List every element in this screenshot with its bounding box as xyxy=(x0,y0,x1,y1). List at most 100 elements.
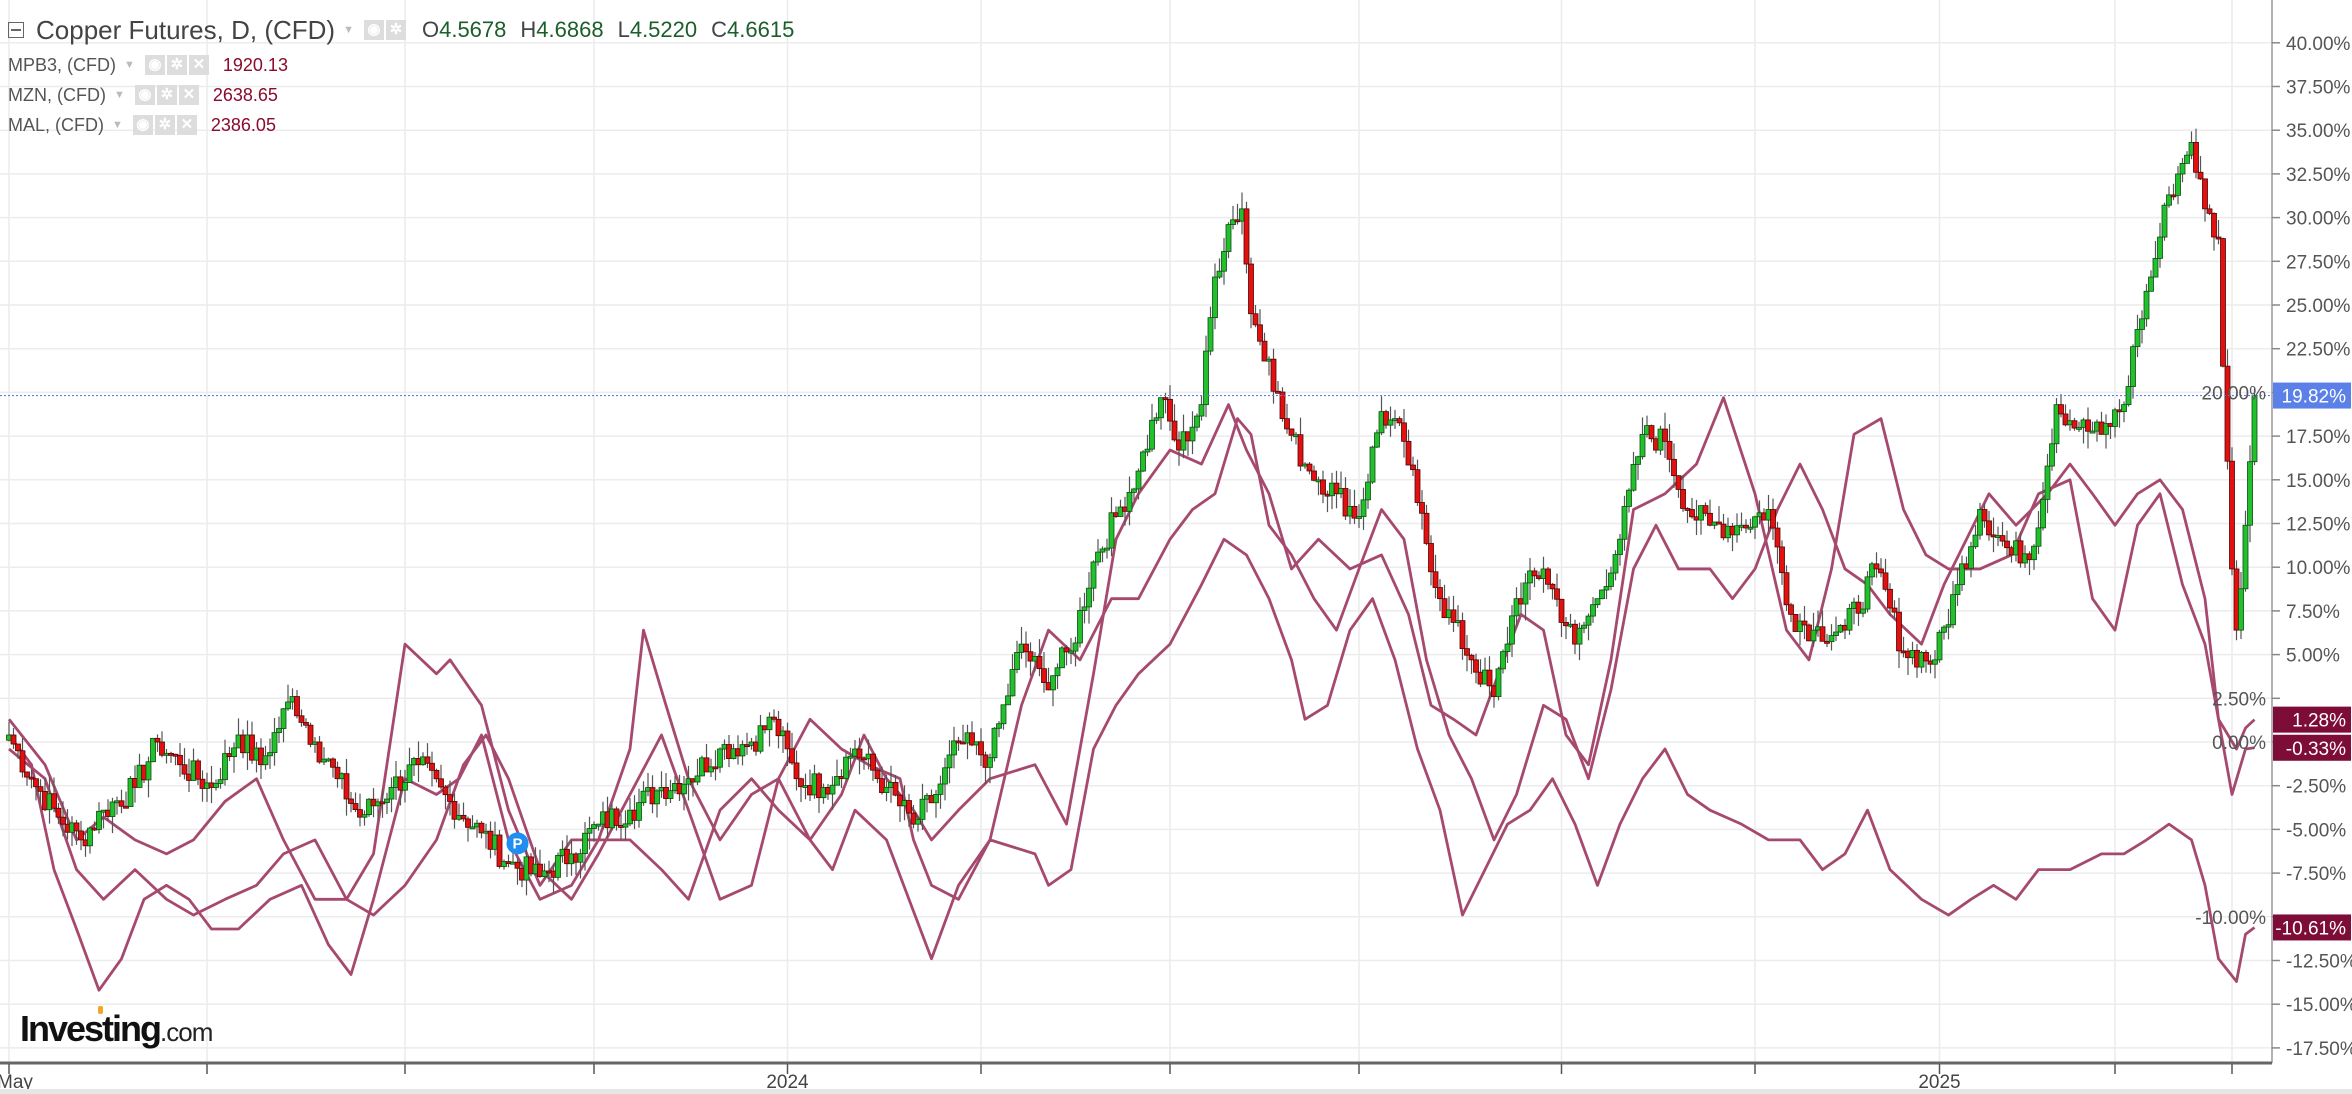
candle-up xyxy=(2040,499,2046,529)
candle-up xyxy=(739,744,746,757)
candle-up xyxy=(708,766,714,773)
candle-down xyxy=(1351,505,1358,519)
event-marker[interactable]: P xyxy=(506,832,529,855)
close-icon[interactable]: ✕ xyxy=(178,85,199,105)
ohlc-close: C4.6615 xyxy=(711,17,794,43)
marker-circle[interactable] xyxy=(506,832,529,855)
collapse-toggle-icon[interactable] xyxy=(8,22,24,38)
candle-down xyxy=(2211,212,2217,238)
candle-down xyxy=(1671,458,1677,477)
close-icon[interactable]: ✕ xyxy=(188,55,209,75)
symbol-title[interactable]: Copper Futures, D, (CFD) xyxy=(36,14,336,45)
candle-down xyxy=(2220,238,2226,367)
gear-icon[interactable]: ✲ xyxy=(385,20,406,40)
low-value: 4.5220 xyxy=(629,17,698,42)
eye-icon[interactable]: ◉ xyxy=(144,55,165,75)
candle-down xyxy=(433,769,440,780)
candle-up xyxy=(2044,465,2051,500)
close-icon[interactable]: ✕ xyxy=(176,115,197,135)
y-tick-label: 22.50% xyxy=(2286,340,2351,361)
candle-down xyxy=(2229,460,2235,570)
candle-down xyxy=(1297,434,1304,467)
candle-down xyxy=(1441,598,1448,619)
ohlc-open: O4.5678 xyxy=(422,17,506,43)
candle-down xyxy=(2202,178,2208,210)
candle-down xyxy=(2206,208,2213,214)
candle-down xyxy=(37,786,44,792)
candle-down xyxy=(154,737,161,743)
candle-down xyxy=(870,753,876,771)
candle-down xyxy=(1248,263,1254,315)
y-tick-label: 7.50% xyxy=(2286,602,2340,623)
candle-down xyxy=(1414,469,1421,503)
time-axis[interactable]: May 2024 2025 xyxy=(0,1064,2233,1093)
candle-up xyxy=(1833,631,1839,636)
candle-up xyxy=(1630,464,1637,491)
eye-icon[interactable]: ◉ xyxy=(363,20,384,40)
candle-up xyxy=(942,767,948,785)
candle-down xyxy=(1383,411,1389,426)
candle-down xyxy=(1468,654,1475,661)
candle-down xyxy=(451,801,458,820)
series-name[interactable]: MAL, (CFD) xyxy=(8,114,104,135)
candle-down xyxy=(2062,413,2069,426)
candle-up xyxy=(636,802,642,821)
candle-down xyxy=(1662,428,1668,442)
price-axis-bg[interactable] xyxy=(2272,0,2352,1063)
candle-down xyxy=(1473,659,1479,673)
candle-down xyxy=(1279,391,1286,420)
candle-down xyxy=(2215,236,2222,240)
candle-down xyxy=(181,764,188,775)
last-value-badge: -0.33% xyxy=(2273,734,2351,761)
candle-down xyxy=(856,748,863,759)
candle-up xyxy=(577,853,584,863)
candle-down xyxy=(352,803,359,810)
candle-up xyxy=(1635,456,1641,465)
candle-up xyxy=(1797,620,1803,632)
candle-down xyxy=(1707,512,1713,526)
candle-down xyxy=(2170,194,2177,198)
candle-down xyxy=(1063,647,1070,653)
candle-up xyxy=(2121,404,2127,412)
last-value-badge: 19.82% xyxy=(2273,382,2351,409)
candle-down xyxy=(1702,505,1709,514)
y-tick-label: 17.50% xyxy=(2286,427,2351,448)
series-name[interactable]: MZN, (CFD) xyxy=(8,84,106,105)
candle-down xyxy=(1549,583,1556,590)
candle-up xyxy=(1522,582,1529,605)
candle-up xyxy=(145,761,152,781)
candle-up xyxy=(406,764,413,783)
candle-up xyxy=(1972,534,1979,548)
y-tick-label: -7.50% xyxy=(2286,864,2346,885)
series-name[interactable]: MPB3, (CFD) xyxy=(8,54,116,75)
gear-icon[interactable]: ✲ xyxy=(166,55,187,75)
candle-up xyxy=(843,756,849,780)
eye-icon[interactable]: ◉ xyxy=(132,115,153,135)
candle-down xyxy=(1819,626,1826,642)
candle-down xyxy=(1878,568,1884,574)
caret-down-icon[interactable]: ▼ xyxy=(112,119,123,131)
x-tick-label: 2024 xyxy=(766,1072,809,1093)
candle-up xyxy=(1752,516,1758,528)
candle-down xyxy=(879,778,885,793)
low-label: L xyxy=(617,17,630,42)
candle-down xyxy=(1342,488,1349,517)
candle-up xyxy=(1212,276,1218,319)
candle-down xyxy=(19,750,26,773)
candle-down xyxy=(424,756,431,764)
eye-icon[interactable]: ◉ xyxy=(134,85,155,105)
candle-down xyxy=(1689,509,1695,518)
caret-down-icon[interactable]: ▼ xyxy=(343,24,354,36)
gear-icon[interactable]: ✲ xyxy=(156,85,177,105)
candle-up xyxy=(1369,446,1376,483)
y-tick-label: 10.00% xyxy=(2286,558,2351,579)
caret-down-icon[interactable]: ▼ xyxy=(124,59,135,71)
candle-up xyxy=(231,747,237,758)
candle-up xyxy=(1977,509,1983,536)
last-value-badge: -10.61% xyxy=(2273,914,2351,941)
candle-up xyxy=(757,725,764,752)
caret-down-icon[interactable]: ▼ xyxy=(113,89,125,101)
gear-icon[interactable]: ✲ xyxy=(154,115,175,135)
candle-down xyxy=(78,830,84,841)
